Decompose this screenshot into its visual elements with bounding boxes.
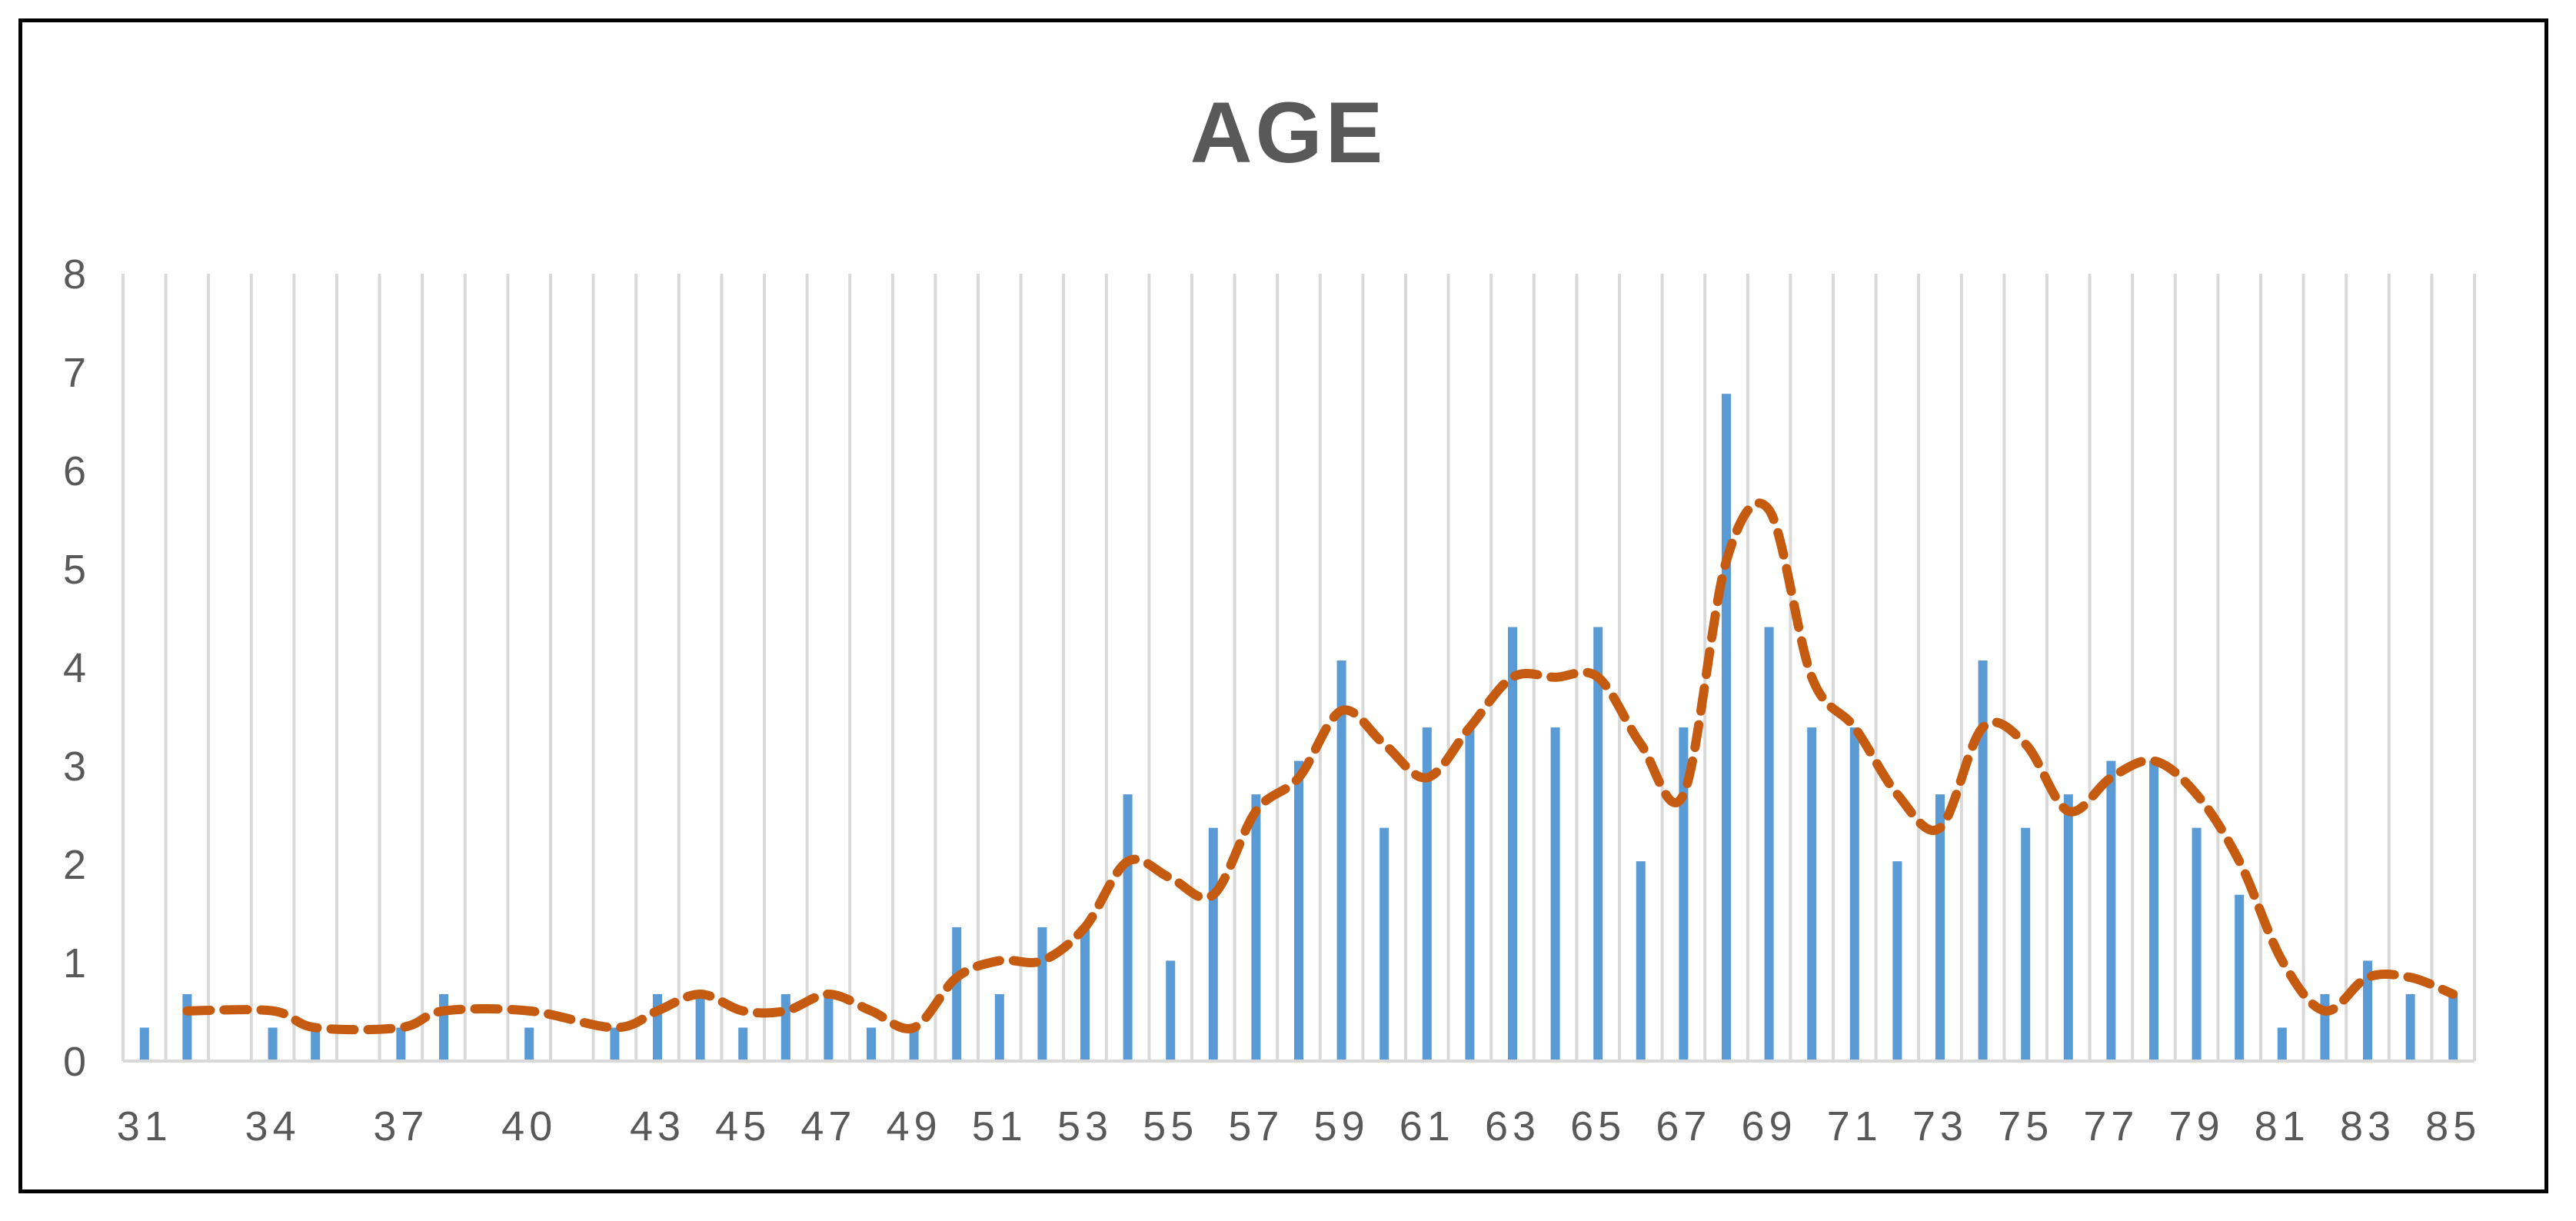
bar bbox=[1380, 827, 1390, 1061]
bar bbox=[311, 1027, 321, 1061]
y-tick-label: 0 bbox=[63, 1039, 86, 1085]
y-tick-label: 6 bbox=[63, 448, 86, 494]
bar bbox=[1550, 727, 1560, 1061]
bar bbox=[2363, 960, 2372, 1061]
bar bbox=[994, 993, 1004, 1061]
bar bbox=[1465, 727, 1475, 1061]
bar bbox=[268, 1027, 278, 1061]
bar bbox=[2063, 794, 2073, 1061]
x-tick-label: 53 bbox=[1057, 1103, 1113, 1149]
y-tick-label: 4 bbox=[63, 645, 86, 691]
x-tick-label: 43 bbox=[630, 1103, 685, 1149]
bar bbox=[1764, 627, 1774, 1061]
bar bbox=[2192, 827, 2202, 1061]
chart-title: AGE bbox=[1190, 85, 1386, 181]
bar bbox=[1593, 627, 1603, 1061]
bar bbox=[1807, 727, 1817, 1061]
x-tick-label: 81 bbox=[2255, 1103, 2310, 1149]
bar bbox=[1251, 794, 1261, 1061]
bar bbox=[2149, 760, 2158, 1061]
bar bbox=[952, 927, 962, 1061]
x-tick-label: 59 bbox=[1314, 1103, 1370, 1149]
y-tick-label: 8 bbox=[63, 251, 86, 298]
bar bbox=[182, 993, 192, 1061]
bar bbox=[139, 1027, 149, 1061]
x-tick-label: 65 bbox=[1570, 1103, 1626, 1149]
bar bbox=[396, 1027, 406, 1061]
x-tick-label: 77 bbox=[2083, 1103, 2138, 1149]
bar bbox=[1636, 861, 1646, 1061]
moving-average-line bbox=[182, 498, 2458, 1035]
x-tick-label: 34 bbox=[245, 1103, 301, 1149]
bar bbox=[1208, 827, 1218, 1061]
x-tick-label: 49 bbox=[887, 1103, 942, 1149]
x-tick-label: 71 bbox=[1827, 1103, 1882, 1149]
bar bbox=[2277, 1027, 2287, 1061]
bar bbox=[824, 993, 834, 1061]
bars bbox=[139, 394, 2458, 1061]
bar bbox=[1978, 660, 1988, 1061]
bar bbox=[1935, 794, 1945, 1061]
grid-lines bbox=[121, 274, 2476, 1061]
y-tick-label: 3 bbox=[63, 744, 86, 790]
x-tick-label: 51 bbox=[972, 1103, 1027, 1149]
bar bbox=[1508, 627, 1517, 1061]
bar bbox=[1422, 727, 1432, 1061]
bar bbox=[2320, 993, 2330, 1061]
bar bbox=[738, 1027, 748, 1061]
bar bbox=[1849, 727, 1859, 1061]
x-tick-label: 45 bbox=[715, 1103, 770, 1149]
x-tick-label: 63 bbox=[1485, 1103, 1540, 1149]
y-tick-label: 2 bbox=[63, 842, 86, 888]
x-tick-label: 37 bbox=[373, 1103, 428, 1149]
bar bbox=[1892, 861, 1902, 1061]
bar bbox=[695, 993, 705, 1061]
x-tick-label: 83 bbox=[2340, 1103, 2395, 1149]
bar bbox=[867, 1027, 876, 1061]
bar bbox=[2405, 993, 2415, 1061]
bar bbox=[1080, 927, 1090, 1061]
bar bbox=[1123, 794, 1133, 1061]
y-tick-label: 1 bbox=[63, 940, 86, 986]
bar bbox=[1294, 760, 1303, 1061]
bar bbox=[1336, 660, 1346, 1061]
bar bbox=[2235, 894, 2245, 1061]
x-tick-label: 61 bbox=[1399, 1103, 1455, 1149]
bar bbox=[1037, 927, 1047, 1061]
x-tick-label: 85 bbox=[2425, 1103, 2481, 1149]
x-tick-label: 79 bbox=[2169, 1103, 2225, 1149]
bar bbox=[610, 1027, 620, 1061]
trend-line bbox=[182, 498, 2458, 1035]
y-tick-label: 7 bbox=[63, 350, 86, 396]
x-tick-label: 75 bbox=[1998, 1103, 2053, 1149]
bar bbox=[2106, 760, 2116, 1061]
bar bbox=[1166, 960, 1176, 1061]
x-tick-label: 73 bbox=[1912, 1103, 1968, 1149]
y-tick-label: 5 bbox=[63, 547, 86, 593]
x-tick-label: 55 bbox=[1143, 1103, 1198, 1149]
x-tick-label: 67 bbox=[1656, 1103, 1711, 1149]
x-tick-label: 57 bbox=[1228, 1103, 1283, 1149]
bar bbox=[439, 993, 448, 1061]
bar bbox=[2448, 993, 2458, 1061]
bar bbox=[1679, 727, 1689, 1061]
bar bbox=[909, 1027, 919, 1061]
bar bbox=[780, 993, 790, 1061]
x-tick-label: 31 bbox=[117, 1103, 172, 1149]
x-tick-label: 40 bbox=[501, 1103, 557, 1149]
bar bbox=[1722, 394, 1731, 1061]
x-tick-label: 47 bbox=[800, 1103, 856, 1149]
x-tick-label: 69 bbox=[1742, 1103, 1797, 1149]
bar bbox=[653, 993, 662, 1061]
bar bbox=[2021, 827, 2031, 1061]
bar bbox=[524, 1027, 534, 1061]
